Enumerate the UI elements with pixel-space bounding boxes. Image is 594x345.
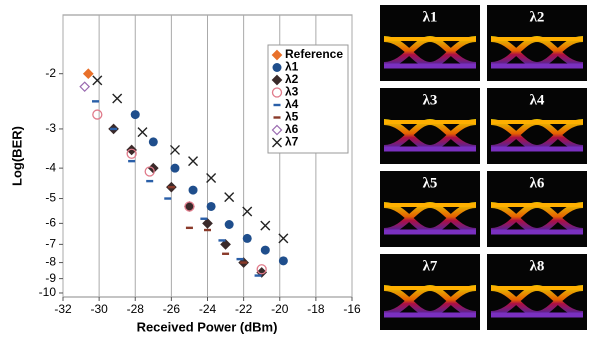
point xyxy=(279,256,288,265)
x-axis-label: Received Power (dBm) xyxy=(137,319,278,334)
y-tick-label: -10 xyxy=(39,285,57,299)
point xyxy=(92,100,99,102)
point xyxy=(168,186,175,188)
point xyxy=(274,104,281,106)
y-tick-label: -8 xyxy=(45,255,56,269)
point xyxy=(200,218,207,220)
figure: Log(BER) Received Power (dBm) λ1 λ2 λ3 λ4 λ5… xyxy=(0,0,594,340)
x-tick-label: -28 xyxy=(127,302,145,316)
y-tick-label: -6 xyxy=(45,216,56,230)
point xyxy=(128,160,135,162)
eye-label: λ6 xyxy=(530,175,545,191)
point xyxy=(243,234,252,243)
point xyxy=(204,229,211,231)
eye-label: λ3 xyxy=(423,92,438,108)
eye-label: λ1 xyxy=(423,9,438,25)
point xyxy=(186,227,193,229)
point xyxy=(255,274,262,276)
y-tick-label: -2 xyxy=(45,66,56,80)
legend-box xyxy=(268,45,348,153)
eye-label: λ4 xyxy=(530,92,545,108)
point xyxy=(222,253,229,255)
point xyxy=(164,197,171,199)
point xyxy=(110,128,117,130)
y-tick-label: -5 xyxy=(45,191,56,205)
eye-diagrams: λ1 λ2 λ3 λ4 λ5 λ6 λ7 λ8 xyxy=(380,5,587,330)
point xyxy=(149,137,158,146)
point xyxy=(131,110,140,119)
point xyxy=(189,186,198,195)
y-axis-label: Log(BER) xyxy=(9,126,24,186)
eye-label: λ2 xyxy=(530,9,545,25)
x-tick-label: -16 xyxy=(343,302,361,316)
point xyxy=(170,164,179,173)
y-tick-label: -3 xyxy=(45,121,56,135)
eye-label: λ7 xyxy=(423,258,438,274)
y-tick-label: -9 xyxy=(45,271,56,285)
y-tick-label: -4 xyxy=(45,160,56,174)
eye-label: λ8 xyxy=(530,258,545,274)
point xyxy=(218,239,225,241)
x-tick-label: -24 xyxy=(199,302,217,316)
point xyxy=(240,261,247,263)
point xyxy=(274,116,281,118)
point xyxy=(273,63,282,72)
point xyxy=(207,202,216,211)
point xyxy=(225,220,234,229)
point xyxy=(261,246,270,255)
x-tick-label: -30 xyxy=(90,302,108,316)
x-tick-label: -20 xyxy=(271,302,289,316)
point xyxy=(237,258,244,260)
point xyxy=(146,180,153,182)
y-tick-label: -7 xyxy=(45,237,56,251)
x-tick-label: -22 xyxy=(235,302,253,316)
x-tick-label: -26 xyxy=(163,302,181,316)
x-tick-label: -32 xyxy=(54,302,72,316)
eye-label: λ5 xyxy=(423,175,438,191)
legend-label: λ7 xyxy=(285,135,299,149)
x-tick-label: -18 xyxy=(307,302,325,316)
